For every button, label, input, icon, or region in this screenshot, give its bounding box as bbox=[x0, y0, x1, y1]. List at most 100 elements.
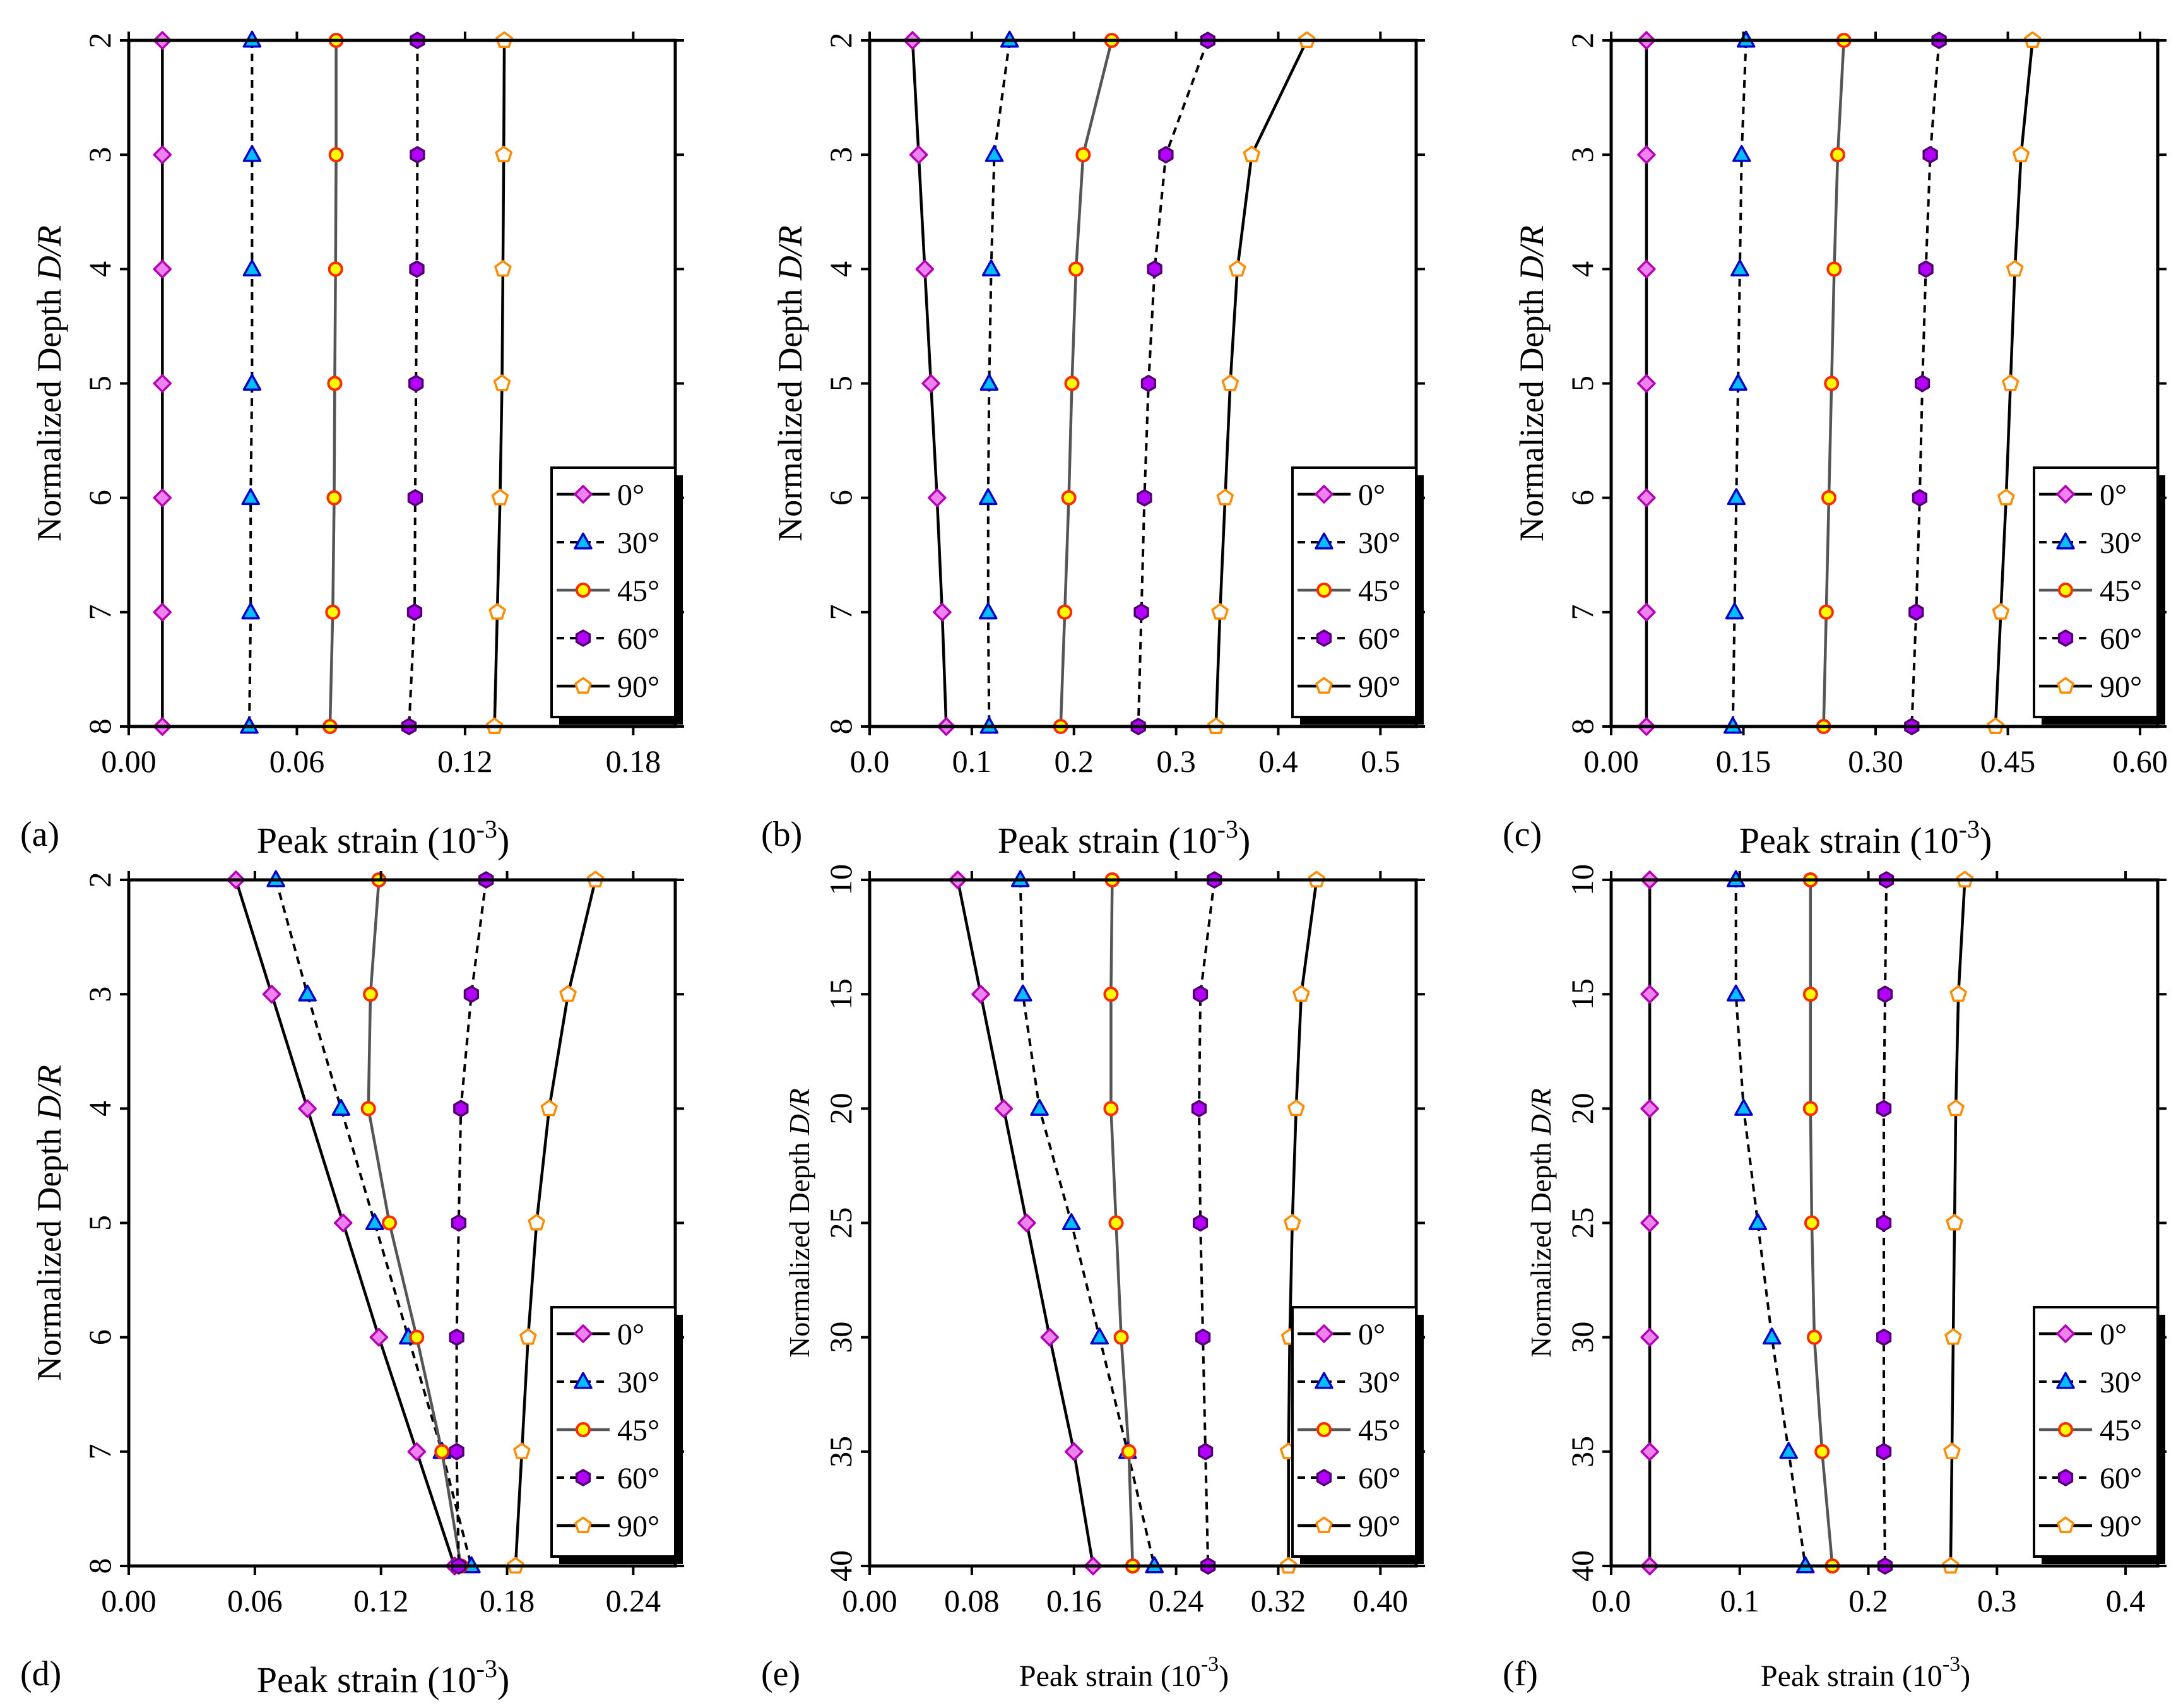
y-tick-label: 10 bbox=[823, 864, 858, 896]
data-point-s2-5 bbox=[1814, 1444, 1830, 1459]
data-point-s0-2 bbox=[153, 259, 172, 279]
data-point-s4-2 bbox=[1287, 1099, 1305, 1117]
data-point-s1-2 bbox=[1734, 1098, 1753, 1116]
data-point-s0-3 bbox=[333, 1213, 353, 1233]
data-point-s2-2 bbox=[1103, 1101, 1119, 1117]
data-point-s1-3 bbox=[979, 374, 999, 391]
data-point-s1-1 bbox=[242, 145, 262, 162]
data-point-s1-2 bbox=[981, 259, 1001, 276]
x-tick-label: 0.1 bbox=[952, 744, 992, 779]
y-tick-label: 35 bbox=[1564, 1436, 1600, 1468]
legend-swatch-marker bbox=[1315, 532, 1333, 550]
data-point-s4-2 bbox=[540, 1099, 558, 1117]
legend-swatch-marker bbox=[574, 1516, 592, 1533]
legend-label: 45° bbox=[1358, 574, 1400, 608]
legend-swatch-marker bbox=[1315, 485, 1333, 504]
legend-swatch-marker bbox=[1316, 629, 1332, 647]
data-point-s4-3 bbox=[1284, 1214, 1301, 1231]
legend-label: 90° bbox=[2100, 1510, 2142, 1543]
data-point-s4-4 bbox=[1216, 489, 1234, 506]
y-tick-label: 3 bbox=[823, 147, 858, 163]
y-tick-label: 15 bbox=[1564, 978, 1600, 1010]
x-tick-label: 0.5 bbox=[1361, 744, 1400, 779]
x-tick-label: 0.15 bbox=[1716, 744, 1771, 779]
chart-panel-b: 0.0 0.1 0.2 0.3 0.4 0.5 2 3 4 5 6 7 8 Peak strain (10… bbox=[761, 30, 1425, 861]
data-point-s2-5 bbox=[1057, 604, 1073, 620]
legend-swatch-marker bbox=[574, 1324, 593, 1343]
legend-label: 30° bbox=[617, 526, 659, 560]
data-point-s3-3 bbox=[1914, 374, 1931, 393]
y-tick-label: 6 bbox=[823, 490, 858, 506]
legend-label: 0° bbox=[2100, 1318, 2127, 1351]
legend-swatch-marker bbox=[575, 1469, 591, 1486]
data-point-s3-3 bbox=[1192, 1214, 1209, 1232]
x-tick-label: 0.60 bbox=[2112, 744, 2168, 779]
data-point-s3-4 bbox=[1137, 489, 1152, 507]
data-point-s3-5 bbox=[1198, 1443, 1214, 1461]
y-tick-label: 6 bbox=[82, 490, 117, 506]
data-point-s3-5 bbox=[406, 603, 423, 621]
y-tick-label: 8 bbox=[823, 719, 858, 735]
y-tick-label: 5 bbox=[82, 376, 117, 391]
y-axis-label: Normalized Depth D/R bbox=[30, 1065, 68, 1381]
legend-label: 60° bbox=[2100, 1462, 2142, 1495]
data-point-s1-2 bbox=[242, 259, 262, 276]
legend-label: 30° bbox=[617, 1366, 659, 1399]
data-point-s0-5 bbox=[153, 603, 172, 622]
data-point-s0-4 bbox=[1040, 1327, 1060, 1347]
data-point-s3-1 bbox=[463, 985, 480, 1003]
data-point-s0-2 bbox=[994, 1099, 1014, 1118]
data-point-s0-1 bbox=[262, 985, 281, 1004]
legend-box bbox=[1291, 466, 1417, 718]
data-point-s3-3 bbox=[408, 374, 424, 393]
data-point-s2-2 bbox=[1826, 261, 1842, 277]
y-tick-label: 4 bbox=[823, 261, 858, 277]
data-point-s3-2 bbox=[1918, 260, 1934, 278]
legend-label: 0° bbox=[2100, 478, 2127, 512]
legend-label: 45° bbox=[617, 574, 659, 608]
data-point-s4-4 bbox=[519, 1328, 537, 1345]
data-point-s0-3 bbox=[153, 374, 172, 393]
chart-panel-c: 0.00 0.15 0.30 0.45 0.60 2 3 4 5 6 7 8 Peak strain (… bbox=[1503, 30, 2168, 861]
x-tick-label: 0.2 bbox=[1848, 1583, 1888, 1618]
data-point-s2-1 bbox=[363, 987, 379, 1002]
data-point-s3-4 bbox=[1912, 489, 1928, 507]
x-tick-label: 0.16 bbox=[1046, 1583, 1102, 1618]
data-point-s4-5 bbox=[488, 603, 506, 620]
legend-label: 30° bbox=[2100, 526, 2142, 560]
legend-box bbox=[2033, 466, 2159, 718]
x-tick-label: 0.24 bbox=[606, 1583, 661, 1618]
legend-label: 30° bbox=[2100, 1366, 2142, 1399]
data-point-s0-4 bbox=[928, 488, 947, 507]
y-tick-label: 2 bbox=[82, 872, 117, 888]
data-point-s3-4 bbox=[449, 1328, 464, 1346]
data-point-s3-2 bbox=[1876, 1100, 1892, 1118]
data-point-s4-3 bbox=[1946, 1214, 1963, 1231]
legend: 0° 30° 45° 60° 90° bbox=[1291, 466, 1424, 725]
data-point-s4-3 bbox=[528, 1214, 545, 1231]
y-tick-label: 15 bbox=[823, 978, 858, 1010]
data-point-s1-4 bbox=[1727, 488, 1746, 506]
data-point-s3-1 bbox=[1192, 985, 1209, 1003]
legend-label: 60° bbox=[617, 622, 659, 656]
data-point-s4-2 bbox=[2006, 259, 2024, 277]
legend-swatch-marker bbox=[2056, 532, 2075, 550]
y-tick-label: 2 bbox=[823, 33, 858, 49]
data-point-s0-2 bbox=[915, 259, 935, 279]
legend-label: 90° bbox=[617, 1510, 659, 1543]
y-tick-label: 8 bbox=[1564, 719, 1600, 735]
legend-label: 90° bbox=[617, 670, 659, 704]
data-point-s2-4 bbox=[1061, 490, 1077, 506]
x-tick-label: 0.06 bbox=[227, 1583, 283, 1618]
y-tick-label: 7 bbox=[82, 604, 117, 620]
data-point-s3-1 bbox=[410, 146, 425, 163]
legend-label: 0° bbox=[617, 478, 644, 512]
legend-swatch-marker bbox=[1315, 1516, 1333, 1533]
data-point-s0-3 bbox=[1640, 1213, 1659, 1233]
chart-panel-a: 0.00 0.06 0.12 0.18 2 3 4 5 6 7 8 Peak strain (10-3… bbox=[20, 30, 684, 861]
data-point-s1-3 bbox=[242, 374, 262, 391]
data-point-s2-5 bbox=[325, 604, 341, 620]
legend-swatch-marker bbox=[2058, 1422, 2073, 1437]
data-point-s1-5 bbox=[1779, 1442, 1798, 1459]
